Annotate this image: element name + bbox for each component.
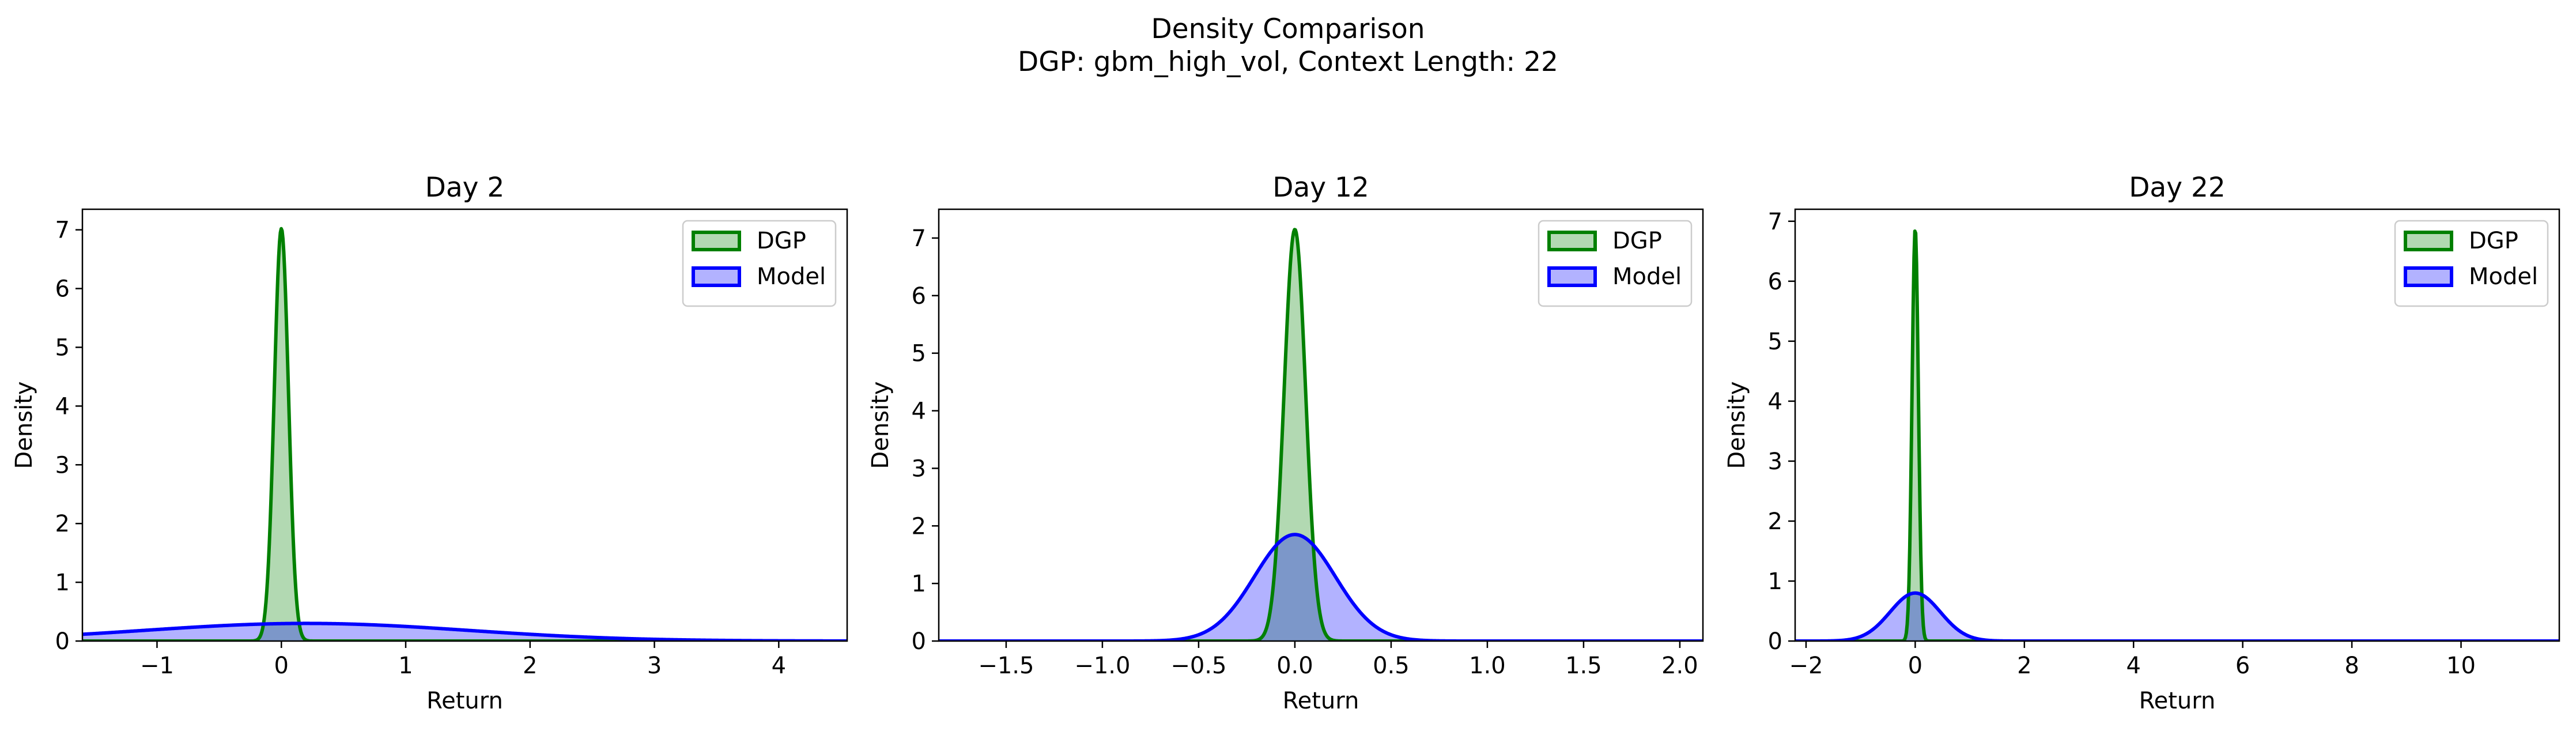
y-axis-label: Density (867, 381, 894, 469)
subplot-title: Day 2 (425, 172, 505, 203)
y-tick-label: 7 (912, 225, 926, 252)
y-tick-label: 1 (55, 570, 70, 596)
axes-frame (1794, 208, 2560, 642)
x-tick-label: 2.0 (1661, 653, 1698, 679)
y-tick-label: 0 (912, 628, 926, 655)
series-fill-model (939, 534, 1703, 641)
x-axis-label: Return (2139, 688, 2216, 714)
y-tick-label: 7 (1768, 209, 1782, 235)
x-axis-label: Return (1283, 688, 1359, 714)
x-tick-label: −1.5 (978, 653, 1034, 679)
figure-subtitle: DGP: gbm_high_vol, Context Length: 22 (1018, 46, 1558, 78)
x-tick-label: 10 (2446, 653, 2476, 679)
x-tick-label: 6 (2235, 653, 2250, 679)
legend-label-dgp: DGP (757, 228, 806, 254)
y-tick-label: 6 (55, 276, 70, 303)
x-tick-label: 2 (523, 653, 537, 679)
x-tick-label: 8 (2344, 653, 2359, 679)
x-tick-label: 1.0 (1469, 653, 1506, 679)
series-line-dgp (1795, 229, 2559, 641)
y-tick-label: 2 (912, 513, 926, 540)
legend-label-model: Model (2469, 263, 2538, 290)
x-tick-label: 0 (1908, 653, 1922, 679)
legend-swatch-model (1547, 266, 1597, 287)
x-tick-label: 1 (398, 653, 413, 679)
subplot-3: −2 0 2 4 6 8 10 0 1 2 3 4 5 6 7 Day 22 Return Density DGP M… (1724, 172, 2560, 714)
y-tick-label: 4 (912, 398, 926, 425)
legend-swatch-model (692, 266, 741, 287)
plot-area (939, 228, 1703, 641)
x-tick-label: 3 (647, 653, 662, 679)
x-tick-label: 0.5 (1373, 653, 1410, 679)
subplot-1: −1 0 1 2 3 4 0 1 2 3 4 5 6 7 Day 2 Return Density DGP Mode… (11, 172, 848, 714)
y-tick-label: 0 (55, 628, 70, 655)
y-tick-label: 5 (1768, 329, 1782, 355)
axes-frame (81, 208, 848, 642)
legend-swatch-dgp (692, 231, 741, 251)
y-tick-label: 6 (912, 283, 926, 310)
legend-label-model: Model (757, 263, 826, 290)
series-line-model (1795, 591, 2559, 641)
y-tick-label: 2 (55, 511, 70, 537)
y-tick-label: 5 (912, 341, 926, 367)
legend-label-model: Model (1612, 263, 1682, 290)
x-tick-label: 1.5 (1565, 653, 1602, 679)
plot-area (1795, 229, 2559, 641)
x-tick-label: −0.5 (1170, 653, 1226, 679)
series-fill-dgp (82, 228, 847, 641)
x-tick-label: 0 (274, 653, 289, 679)
x-axis-label: Return (426, 688, 503, 714)
legend-swatch-model (2404, 266, 2453, 287)
y-axis-label: Density (1724, 381, 1750, 469)
x-tick-label: 0.0 (1276, 653, 1313, 679)
subplot-2: −1.5 −1.0 −0.5 0.0 0.5 1.0 1.5 2.0 0 1 2 3 4 5 6 7 Day 1… (867, 172, 1704, 714)
x-tick-label: 4 (772, 653, 786, 679)
subplot-title: Day 12 (1272, 172, 1369, 203)
x-tick-label: 4 (2126, 653, 2141, 679)
legend: DGP Model (2394, 220, 2549, 307)
axes-frame (938, 208, 1704, 642)
series-line-dgp (939, 228, 1703, 641)
y-tick-label: 3 (1768, 448, 1782, 475)
y-tick-label: 2 (1768, 508, 1782, 535)
legend-label-dgp: DGP (2469, 228, 2518, 254)
x-tick-label: 2 (2017, 653, 2031, 679)
x-tick-label: −1.0 (1074, 653, 1130, 679)
legend-label-dgp: DGP (1612, 228, 1662, 254)
y-tick-label: 4 (55, 393, 70, 420)
x-tick-label: −1 (140, 653, 174, 679)
subplot-title: Day 22 (2129, 172, 2226, 203)
y-tick-label: 5 (55, 334, 70, 361)
y-axis-label: Density (11, 381, 37, 469)
y-tick-label: 3 (55, 452, 70, 478)
series-fill-model (82, 623, 847, 641)
figure-title: Density Comparison (1151, 13, 1425, 45)
y-tick-label: 0 (1768, 628, 1782, 655)
x-tick-label: −2 (1789, 653, 1823, 679)
legend: DGP Model (1538, 220, 1693, 307)
legend-swatch-dgp (1547, 231, 1597, 251)
y-tick-label: 3 (912, 455, 926, 482)
legend-swatch-dgp (2404, 231, 2453, 251)
y-tick-label: 7 (55, 217, 70, 244)
y-tick-label: 1 (1768, 568, 1782, 595)
y-tick-label: 6 (1768, 269, 1782, 295)
y-tick-label: 1 (912, 571, 926, 597)
y-tick-label: 4 (1768, 389, 1782, 415)
series-fill-model (1795, 593, 2559, 641)
series-line-model (939, 533, 1703, 641)
legend: DGP Model (682, 220, 837, 307)
